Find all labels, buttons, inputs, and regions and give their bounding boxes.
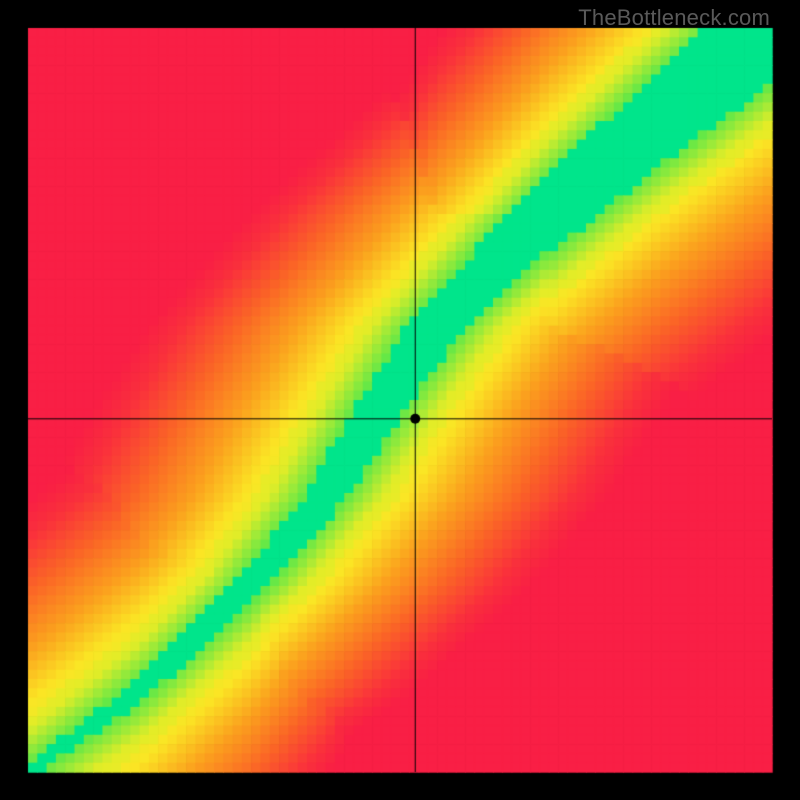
watermark-text: TheBottleneck.com [578,5,770,31]
heatmap-container [0,0,800,800]
bottleneck-heatmap [0,0,800,800]
